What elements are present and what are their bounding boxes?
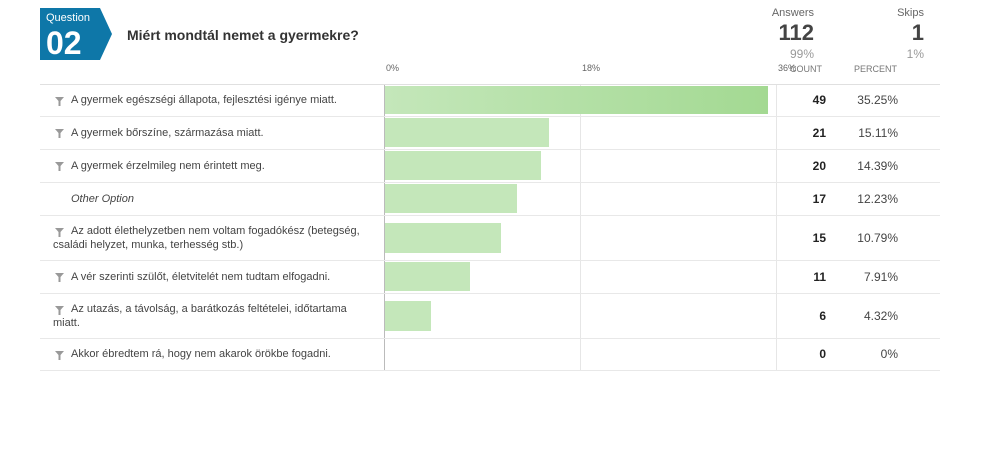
row-divider — [40, 293, 940, 294]
row-divider — [40, 149, 940, 150]
x-tick-label: 18% — [582, 63, 601, 73]
row-divider — [40, 260, 940, 261]
category-label: A gyermek bőrszíne, származása miatt. — [71, 126, 264, 139]
category-label: A vér szerinti szülőt, életvitelét nem t… — [71, 270, 331, 283]
filter-icon — [55, 159, 64, 177]
bar — [385, 184, 518, 213]
question-label: Question — [46, 12, 91, 24]
question-title: Miért mondtál nemet a gyermekre? — [127, 27, 359, 43]
funnel — [55, 306, 64, 315]
percent-header: PERCENT — [854, 64, 898, 74]
grid-line — [776, 84, 777, 370]
category-label: Az utazás, a távolság, a barátkozás felt… — [53, 302, 347, 329]
row-divider — [40, 182, 940, 183]
percent: 14.39% — [857, 158, 898, 173]
funnel — [55, 97, 64, 106]
category-label: A gyermek érzelmileg nem érintett meg. — [71, 159, 265, 172]
percent: 15.11% — [858, 125, 898, 140]
funnel — [55, 129, 64, 138]
count: 11 — [813, 269, 826, 284]
percent: 12.23% — [857, 191, 898, 206]
bar — [385, 151, 541, 180]
row-divider — [40, 338, 940, 339]
x-tick-label: 36% — [778, 63, 797, 73]
skips-label: Skips — [897, 7, 924, 19]
badge-arrow — [100, 8, 112, 60]
filter-icon — [55, 126, 64, 144]
bar — [385, 300, 432, 331]
row-divider — [40, 116, 940, 117]
filter-icon — [55, 348, 64, 366]
count: 6 — [819, 308, 826, 323]
answers-share: 99% — [789, 47, 814, 61]
skips-share: 1% — [906, 47, 924, 61]
bar — [385, 118, 549, 147]
percent: 35.25% — [857, 93, 898, 107]
count-header: COUNT — [790, 64, 822, 74]
header-divider — [40, 84, 940, 85]
question-badge — [40, 8, 100, 60]
category-label: Other Option — [71, 192, 134, 205]
category-label: Akkor ébredtem rá, hogy nem akarok örökb… — [71, 348, 331, 360]
filter-icon — [55, 270, 64, 288]
x-tick-label: 0% — [386, 63, 400, 73]
count: 21 — [812, 125, 826, 140]
filter-icon — [55, 94, 64, 112]
answers-label: Answers — [771, 7, 814, 19]
funnel — [55, 162, 64, 171]
percent: 0% — [880, 347, 898, 361]
category-label: Az adott élethelyzetben nem voltam fogad… — [53, 224, 360, 251]
answers-count: 112 — [778, 20, 815, 45]
question-number: 02 — [46, 25, 82, 61]
row-divider — [40, 215, 940, 216]
percent: 10.79% — [857, 230, 898, 245]
funnel — [55, 273, 64, 282]
grid-line — [384, 84, 385, 370]
bar — [385, 86, 768, 114]
funnel — [55, 228, 64, 237]
grid-line — [580, 84, 581, 370]
filter-icon — [55, 303, 64, 321]
bar — [385, 222, 502, 253]
count: 20 — [812, 158, 826, 173]
skips-count: 1 — [911, 20, 924, 45]
funnel — [55, 351, 64, 360]
count: 0 — [819, 347, 826, 361]
percent: 7.91% — [863, 269, 898, 284]
bar — [385, 262, 471, 291]
filter-icon — [55, 225, 64, 243]
percent: 4.32% — [863, 308, 898, 323]
category-label: A gyermek egészségi állapota, fejlesztés… — [71, 94, 337, 106]
row-divider — [40, 370, 940, 371]
count: 49 — [812, 93, 826, 107]
count: 17 — [812, 191, 826, 206]
count: 15 — [812, 230, 826, 245]
